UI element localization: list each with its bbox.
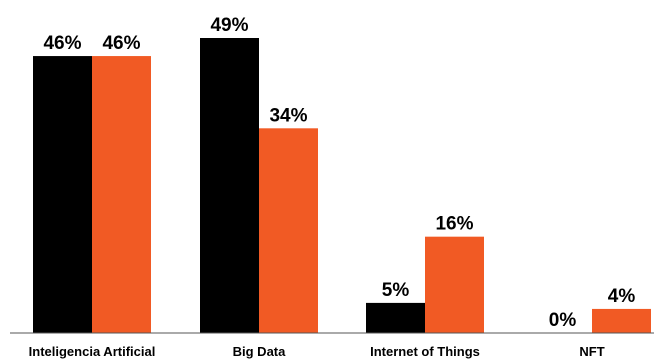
value-label-nft-series-2: 4% — [608, 286, 636, 307]
bar-big-data-series-2 — [259, 128, 318, 333]
bar-internet-of-things-series-2 — [425, 236, 484, 333]
value-label-inteligencia-artificial-series-1: 46% — [43, 33, 81, 54]
category-labels-group: Inteligencia Artificial Big Data Internet … — [29, 344, 605, 359]
bar-inteligencia-artificial-series-1 — [33, 56, 92, 334]
value-label-big-data-series-1: 49% — [210, 15, 248, 36]
value-label-big-data-series-2: 34% — [269, 105, 307, 126]
bar-big-data-series-1 — [200, 38, 259, 333]
bars-group — [33, 38, 651, 334]
category-label-nft: NFT — [579, 344, 604, 359]
category-label-big-data: Big Data — [233, 344, 287, 359]
value-labels-group: 46% 46% 49% 34% 5% 16% 0% 4% — [43, 15, 635, 331]
bar-inteligencia-artificial-series-2 — [92, 56, 151, 334]
value-label-nft-series-1: 0% — [549, 310, 577, 331]
bar-nft-series-2 — [592, 308, 651, 333]
value-label-internet-of-things-series-2: 16% — [435, 214, 473, 235]
value-label-inteligencia-artificial-series-2: 46% — [102, 33, 140, 54]
bar-internet-of-things-series-1 — [366, 302, 425, 333]
value-label-internet-of-things-series-1: 5% — [382, 280, 410, 301]
category-label-inteligencia-artificial: Inteligencia Artificial — [29, 344, 156, 359]
category-label-internet-of-things: Internet of Things — [370, 344, 480, 359]
